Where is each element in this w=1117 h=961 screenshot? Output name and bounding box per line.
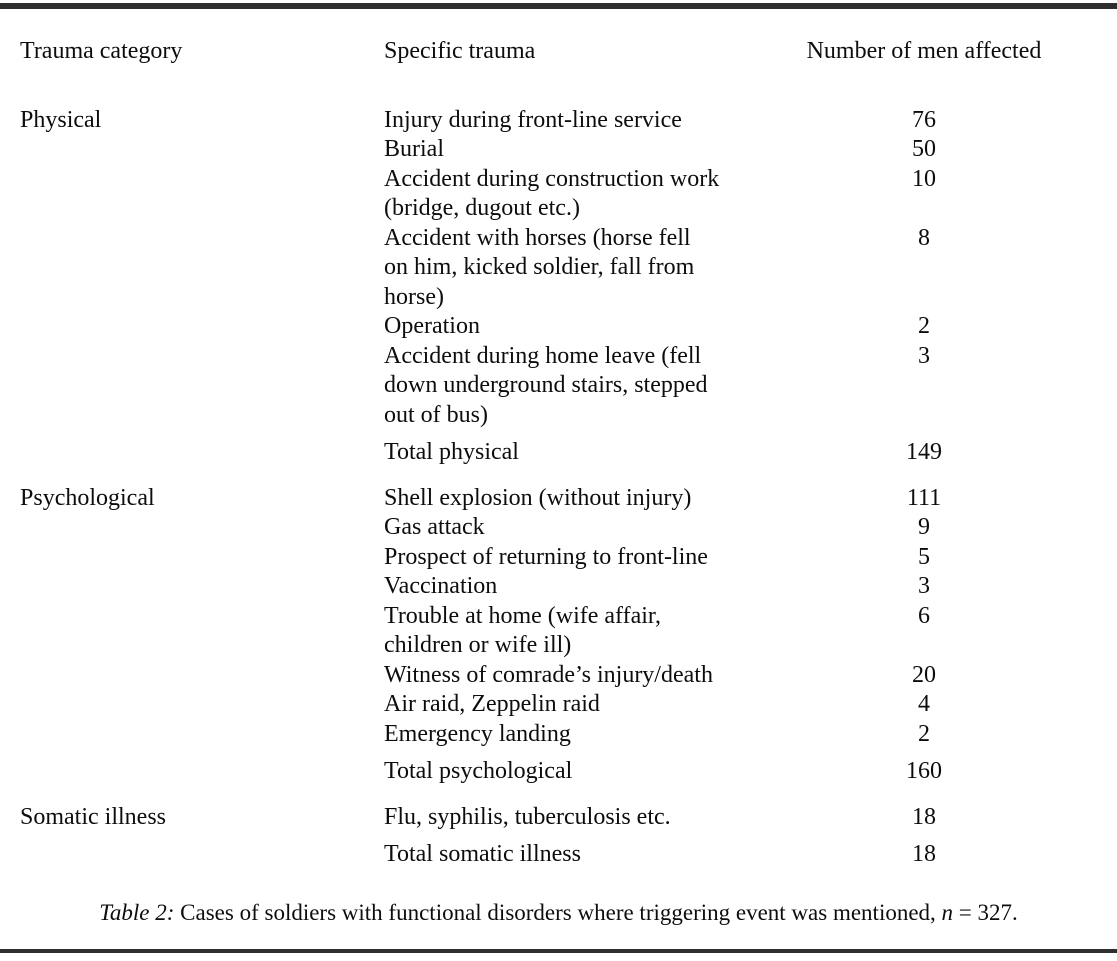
table-row: Air raid, Zeppelin raid 4 [384, 690, 1048, 720]
caption-text: Cases of soldiers with functional disord… [180, 899, 936, 925]
number-cell: 18 [912, 803, 936, 830]
total-number: 149 [906, 439, 942, 465]
trauma-cell: Gas attack [384, 514, 485, 540]
table-header-row: Trauma category Specific trauma Number o… [0, 37, 1117, 67]
table-row: Accident during construction work (bridg… [384, 165, 1048, 224]
table-caption: Table 2: Cases of soldiers with function… [0, 898, 1117, 928]
section-psychological: Psychological Shell explosion (without i… [0, 484, 1117, 787]
table-row: Witness of comrade’s injury/death 20 [384, 661, 1048, 691]
trauma-cell: Accident during construction work (bridg… [384, 165, 720, 222]
table-row: Injury during front-line service 76 [384, 106, 1048, 136]
trauma-cell: Trouble at home (wife affair, children o… [384, 602, 661, 659]
section-rows: Flu, syphilis, tuberculosis etc. 18 Tota… [384, 803, 1048, 870]
table-row: Accident during home leave (fell down un… [384, 342, 1048, 431]
trauma-cell: Flu, syphilis, tuberculosis etc. [384, 803, 671, 830]
number-cell: 3 [918, 342, 930, 369]
trauma-cell: Shell explosion (without injury) [384, 484, 692, 511]
number-cell: 5 [918, 543, 930, 570]
category-label: Psychological [20, 484, 155, 511]
number-cell: 4 [918, 691, 930, 717]
number-cell: 2 [918, 720, 930, 747]
trauma-cell: Burial [384, 136, 444, 162]
section-physical: Physical Injury during front-line servic… [0, 106, 1117, 468]
caption-table-label: Table 2: [99, 899, 175, 925]
number-cell: 76 [912, 106, 936, 133]
section-rows: Shell explosion (without injury) 111 Gas… [384, 484, 1048, 787]
table-bottom-rule [0, 949, 1117, 953]
number-cell: 20 [912, 661, 936, 688]
number-cell: 6 [918, 602, 930, 629]
table-row: Gas attack 9 [384, 513, 1048, 543]
table-row: Accident with horses (horse fell on him,… [384, 224, 1048, 313]
number-cell: 9 [918, 514, 930, 540]
caption-math-value: = 327. [958, 899, 1018, 925]
section-somatic-illness: Somatic illness Flu, syphilis, tuberculo… [0, 803, 1117, 870]
table-top-rule [0, 3, 1117, 9]
col-header-number-affected: Number of men affected [806, 38, 1042, 64]
total-label: Total somatic illness [384, 841, 581, 867]
number-cell: 3 [918, 573, 930, 599]
col-header-trauma-category: Trauma category [20, 38, 183, 64]
table-row: Burial 50 [384, 135, 1048, 165]
total-row-physical: Total physical 149 [384, 438, 1048, 468]
table-row: Emergency landing 2 [384, 720, 1048, 750]
total-row-somatic-illness: Total somatic illness 18 [384, 840, 1048, 870]
trauma-cell: Injury during front-line service [384, 106, 682, 133]
category-label: Somatic illness [20, 803, 166, 830]
col-header-specific-trauma: Specific trauma [384, 38, 536, 64]
total-label: Total psychological [384, 758, 573, 784]
number-cell: 8 [918, 224, 930, 251]
trauma-cell: Accident during home leave (fell down un… [384, 342, 708, 428]
total-number: 18 [912, 841, 936, 867]
trauma-cell: Prospect of returning to front-line [384, 543, 708, 570]
table-row: Trouble at home (wife affair, children o… [384, 602, 1048, 661]
caption-math-variable: n [941, 899, 954, 925]
number-cell: 2 [918, 313, 930, 339]
trauma-cell: Vaccination [384, 573, 498, 599]
table-row: Operation 2 [384, 312, 1048, 342]
table-row: Prospect of returning to front-line 5 [384, 543, 1048, 573]
trauma-cell: Operation [384, 313, 480, 339]
table-row: Flu, syphilis, tuberculosis etc. 18 [384, 803, 1048, 833]
total-number: 160 [906, 758, 942, 784]
number-cell: 111 [906, 484, 942, 511]
trauma-cell: Witness of comrade’s injury/death [384, 661, 713, 688]
category-label: Physical [20, 106, 102, 133]
trauma-cell: Emergency landing [384, 720, 571, 747]
trauma-cell: Accident with horses (horse fell on him,… [384, 224, 695, 310]
total-label: Total physical [384, 439, 519, 465]
table-row: Vaccination 3 [384, 572, 1048, 602]
number-cell: 10 [912, 165, 936, 192]
trauma-cell: Air raid, Zeppelin raid [384, 691, 600, 717]
total-row-psychological: Total psychological 160 [384, 757, 1048, 787]
table-row: Shell explosion (without injury) 111 [384, 484, 1048, 514]
section-rows: Injury during front-line service 76 Buri… [384, 106, 1048, 468]
number-cell: 50 [912, 136, 936, 162]
